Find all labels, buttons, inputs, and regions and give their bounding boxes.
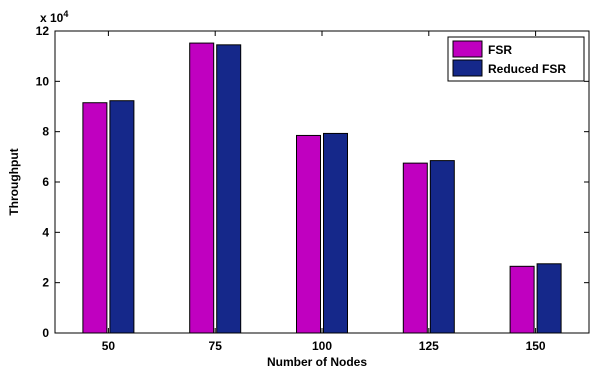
y-tick-label: 4 [42,225,49,239]
y-exponent: 4 [63,9,68,19]
legend: FSR Reduced FSR [447,36,585,82]
bar-reduced-fsr-75 [216,44,242,334]
bar-fsr-125 [402,162,428,334]
y-tick-label: 8 [42,125,49,139]
bar-reduced-fsr-100 [323,132,348,334]
y-ticks-group: 0 2 4 6 8 10 12 [36,24,589,340]
x-tick-label: 50 [102,339,116,353]
x-tick-label: 150 [526,339,546,353]
bar-reduced-fsr-150 [536,263,562,334]
bars-group [82,42,562,334]
legend-label-reduced-fsr: Reduced FSR [488,62,566,76]
bar-fsr-75 [189,42,215,334]
y-exponent-label: x 104 [40,9,68,25]
y-tick-label: 10 [36,74,50,88]
x-axis-label: Number of Nodes [267,355,367,369]
y-tick-label: 0 [42,326,49,340]
x-ticks-group: 50 75 100 125 150 [102,31,546,353]
bar-reduced-fsr-125 [429,160,455,334]
y-tick-label: 12 [36,24,50,38]
bar-fsr-50 [82,102,108,334]
bar-fsr-100 [296,134,321,334]
y-tick-label: 6 [42,175,49,189]
bar-fsr-150 [509,265,535,334]
x-tick-label: 75 [209,339,223,353]
legend-swatch-fsr [452,40,483,58]
legend-label-fsr: FSR [488,43,512,57]
bar-reduced-fsr-50 [109,100,135,334]
x-tick-label: 100 [312,339,332,353]
x-tick-label: 125 [419,339,439,353]
y-tick-label: 2 [42,276,49,290]
y-axis-label: Throughput [7,148,21,215]
legend-swatch-reduced-fsr [452,59,483,77]
